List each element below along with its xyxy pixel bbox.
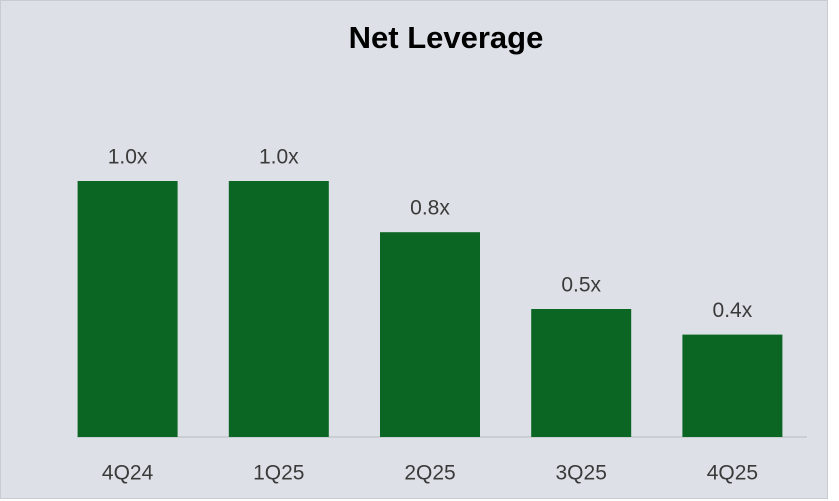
value-label: 0.5x xyxy=(561,274,601,297)
value-label: 1.0x xyxy=(108,146,148,169)
bar xyxy=(380,232,480,437)
x-tick-label: 2Q25 xyxy=(404,462,455,485)
value-label: 1.0x xyxy=(259,146,299,169)
chart-title: Net Leverage xyxy=(349,20,544,55)
bar xyxy=(682,334,783,437)
x-tick-label: 4Q25 xyxy=(707,462,758,485)
bar xyxy=(228,181,329,437)
value-label: 0.4x xyxy=(713,299,753,322)
x-tick-label: 1Q25 xyxy=(253,462,304,485)
bar xyxy=(531,309,632,437)
x-tick-label: 4Q24 xyxy=(102,462,154,485)
value-label: 0.8x xyxy=(410,197,450,220)
bar xyxy=(77,181,178,437)
x-tick-label: 3Q25 xyxy=(556,462,607,485)
